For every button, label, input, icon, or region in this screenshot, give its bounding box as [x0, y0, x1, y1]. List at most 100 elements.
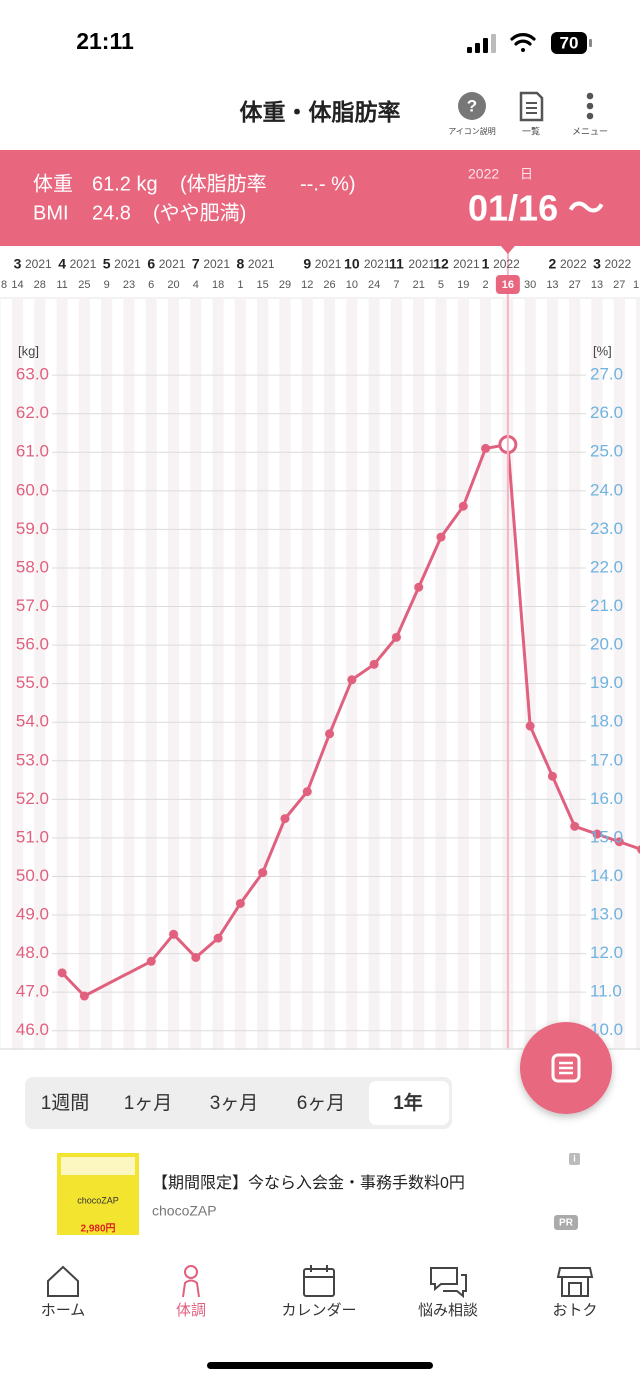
x-tick-label[interactable]: 15	[257, 279, 269, 291]
x-tick-label[interactable]: 10	[346, 279, 358, 291]
x-tick-label[interactable]: 21	[413, 279, 425, 291]
plot-area	[0, 298, 640, 1050]
x-grid-stripe	[413, 298, 425, 1050]
nav-consult[interactable]: 悩み相談	[418, 1267, 478, 1319]
x-grid-stripe	[546, 298, 559, 1050]
x-tick-label[interactable]: 16	[502, 279, 514, 291]
x-tick-label[interactable]: 25	[78, 279, 90, 291]
x-tick-label[interactable]: 2	[483, 279, 489, 291]
bmi-value: 24.8	[92, 202, 131, 224]
x-grid-stripe	[457, 298, 469, 1050]
x-tick-label[interactable]: 29	[279, 279, 291, 291]
x-tick-label[interactable]: 13	[591, 279, 603, 291]
x-tick-label[interactable]: 9	[104, 279, 110, 291]
month-label: 9	[303, 256, 311, 272]
list-button[interactable]: 一覧	[519, 91, 544, 136]
x-grid-stripe	[435, 298, 447, 1050]
x-tick-label[interactable]: 7	[393, 279, 399, 291]
nav-deals[interactable]: おトク	[552, 1267, 598, 1319]
month-label: 7	[192, 256, 200, 272]
x-tick-label[interactable]: 8	[1, 279, 7, 291]
month-year: 2021	[453, 257, 480, 271]
y-tick-label: 50.0	[16, 866, 49, 885]
x-grid-stripe	[34, 298, 46, 1050]
x-grid-stripe	[346, 298, 358, 1050]
month-year: 2021	[114, 257, 141, 271]
x-grid-stripe	[190, 298, 202, 1050]
x-tick-label[interactable]: 20	[167, 279, 179, 291]
nav-home[interactable]: ホーム	[41, 1265, 86, 1319]
x-tick-label[interactable]: 27	[613, 279, 625, 291]
month-label: 6	[147, 256, 155, 272]
icon-label: 一覧	[522, 125, 540, 136]
data-point	[302, 787, 312, 797]
x-grid-stripe	[279, 298, 291, 1050]
range-tab[interactable]: 1年	[393, 1091, 423, 1114]
x-tick-label[interactable]: 1	[237, 279, 243, 291]
range-tab[interactable]: 1週間	[41, 1092, 90, 1114]
month-year: 2022	[605, 257, 632, 271]
nav-label: 悩み相談	[418, 1302, 478, 1319]
x-tick-label[interactable]: 4	[193, 279, 199, 291]
help-button[interactable]: ? アイコン説明	[448, 92, 496, 136]
month-year: 2021	[70, 257, 97, 271]
x-grid-stripe	[368, 298, 380, 1050]
chart: 46.0 47.0 48.0 49.0 50.0 51.0 52.0 53.0 54.0 55.0…	[0, 246, 640, 1050]
ad-badge-box	[554, 1215, 578, 1230]
nav-body[interactable]: 体調	[176, 1265, 206, 1319]
selected-date[interactable]: 01/16 〜	[468, 188, 604, 229]
x-tick-label[interactable]: 12	[301, 279, 313, 291]
record-button[interactable]	[520, 1022, 612, 1114]
x-tick-label[interactable]: 1	[633, 279, 639, 291]
x-tick-label[interactable]: 6	[148, 279, 154, 291]
status-time: 21:11	[76, 28, 134, 54]
range-tab[interactable]: 3ヶ月	[210, 1093, 259, 1114]
home-indicator	[207, 1362, 433, 1369]
nav-calendar[interactable]: カレンダー	[281, 1265, 357, 1319]
y-tick-label: 52.0	[16, 789, 49, 808]
range-tab[interactable]: 6ヶ月	[297, 1093, 346, 1114]
range-tab[interactable]: 1ヶ月	[124, 1093, 173, 1114]
x-tick-label[interactable]: 26	[323, 279, 335, 291]
data-point	[436, 532, 446, 542]
y-tick-label: 59.0	[16, 519, 49, 538]
x-grid-stripe	[636, 298, 640, 1050]
nav-label: ホーム	[41, 1302, 86, 1319]
y-tick-label: 57.0	[16, 596, 49, 615]
selected-pointer	[500, 246, 515, 254]
x-tick-label[interactable]: 30	[524, 279, 536, 291]
selected-day-box	[495, 275, 520, 294]
x-tick-label[interactable]: 5	[438, 279, 444, 291]
month-year: 2022	[560, 257, 587, 271]
ad-info: i	[573, 1153, 576, 1163]
month-label: 12	[433, 256, 449, 272]
timeline-strip[interactable]	[0, 246, 640, 298]
x-tick-label[interactable]: 14	[11, 279, 23, 291]
y2-tick-label: 15.0	[590, 827, 623, 846]
x-grid-stripe	[257, 298, 269, 1050]
x-tick-label[interactable]: 13	[546, 279, 558, 291]
ad-image-brand: chocoZAP	[77, 1195, 119, 1205]
x-grid-stripe	[56, 298, 68, 1050]
y2-tick-label: 25.0	[590, 442, 623, 461]
y-tick-label: 58.0	[16, 557, 49, 576]
y2-tick-label: 11.0	[590, 982, 622, 1001]
y-tick-label: 56.0	[16, 635, 49, 654]
x-tick-label[interactable]: 23	[123, 279, 135, 291]
x-tick-label[interactable]: 19	[457, 279, 469, 291]
x-tick-label[interactable]: 28	[34, 279, 46, 291]
page-title: 体重・体脂肪率	[240, 99, 401, 125]
fat-label: (体脂肪率	[180, 172, 267, 195]
x-tick-label[interactable]: 11	[56, 279, 67, 291]
x-tick-label[interactable]: 27	[569, 279, 581, 291]
data-point	[347, 675, 357, 685]
data-point	[481, 443, 491, 453]
x-tick-label[interactable]: 18	[212, 279, 224, 291]
ad[interactable]: chocoZAP 2,980円 【期間限定】今なら入会金・事務手数料0円 cho…	[57, 1153, 580, 1235]
month-label: 2	[549, 256, 557, 272]
month-year: 2021	[203, 257, 230, 271]
month-label: 3	[14, 256, 22, 272]
x-tick-label[interactable]: 24	[368, 279, 380, 291]
menu-button[interactable]: メニュー	[572, 92, 608, 137]
